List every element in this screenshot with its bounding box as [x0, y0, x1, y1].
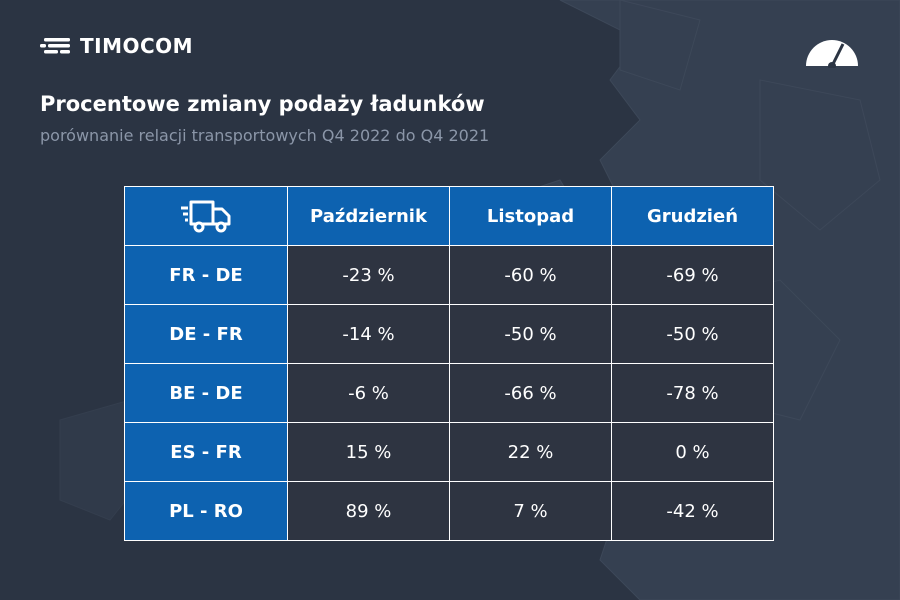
table-cell: -14 %: [287, 304, 450, 364]
brand: TIMOCOM: [38, 34, 193, 58]
row-label: BE - DE: [124, 363, 288, 423]
page-subtitle: porównanie relacji transportowych Q4 202…: [40, 126, 490, 145]
table-row: FR - DE -23 % -60 % -69 %: [124, 245, 774, 305]
table-cell: -66 %: [449, 363, 612, 423]
column-header: Grudzień: [611, 186, 774, 246]
table-cell: 15 %: [287, 422, 450, 482]
row-label: ES - FR: [124, 422, 288, 482]
table-cell: -78 %: [611, 363, 774, 423]
truck-icon: [181, 200, 231, 233]
table-row: DE - FR -14 % -50 % -50 %: [124, 304, 774, 364]
table-cell: -50 %: [611, 304, 774, 364]
table-row: ES - FR 15 % 22 % 0 %: [124, 422, 774, 482]
table-cell: 7 %: [449, 481, 612, 541]
speedometer-icon: [806, 40, 858, 68]
row-label: DE - FR: [124, 304, 288, 364]
table-cell: -6 %: [287, 363, 450, 423]
table-cell: 0 %: [611, 422, 774, 482]
table-row: BE - DE -6 % -66 % -78 %: [124, 363, 774, 423]
row-label: FR - DE: [124, 245, 288, 305]
table-cell: 89 %: [287, 481, 450, 541]
freight-change-table: Październik Listopad Grudzień FR - DE -2…: [124, 186, 774, 541]
row-label: PL - RO: [124, 481, 288, 541]
column-header: Listopad: [449, 186, 612, 246]
table-cell: -23 %: [287, 245, 450, 305]
brand-name: TIMOCOM: [80, 34, 194, 58]
table-cell: -60 %: [449, 245, 612, 305]
timocom-stripes-icon: [40, 38, 70, 54]
table-row: PL - RO 89 % 7 % -42 %: [124, 481, 774, 541]
table-cell: 22 %: [449, 422, 612, 482]
table-cell: -50 %: [449, 304, 612, 364]
table-cell: -42 %: [611, 481, 774, 541]
table-header-row: Październik Listopad Grudzień: [124, 186, 774, 246]
table-cell: -69 %: [611, 245, 774, 305]
column-header: Październik: [287, 186, 450, 246]
table-corner: [124, 186, 288, 246]
page-title: Procentowe zmiany podaży ładunków: [40, 92, 485, 116]
